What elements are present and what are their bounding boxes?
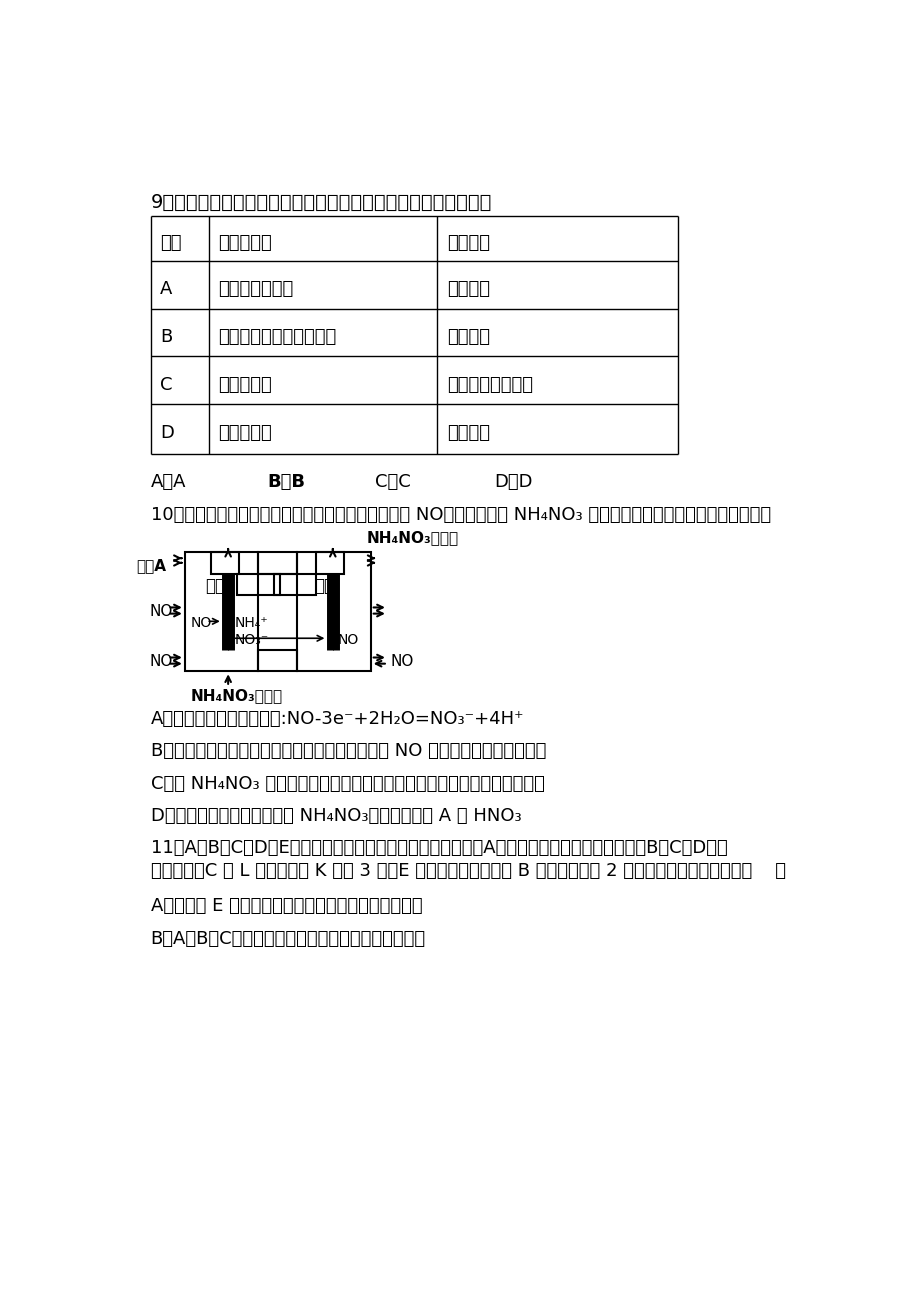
Text: NO: NO <box>191 616 212 630</box>
Text: D: D <box>160 424 174 443</box>
Text: 阴极: 阴极 <box>205 577 224 595</box>
Text: B: B <box>160 328 172 346</box>
Text: 日照香炉生紫烟: 日照香炉生紫烟 <box>218 280 293 298</box>
Bar <box>237 574 279 595</box>
Text: 10．化学可以变废为室，利用电解法处理烟道气中的 NO，将其转化为 NH₄NO₃ 的原理如下图所示，下列说法错误的是: 10．化学可以变废为室，利用电解法处理烟道气中的 NO，将其转化为 NH₄NO₃… <box>151 505 770 523</box>
Text: A: A <box>160 280 172 298</box>
Text: 选项: 选项 <box>160 234 181 253</box>
Text: NO₃⁻: NO₃⁻ <box>234 633 268 647</box>
Bar <box>297 552 370 672</box>
Text: C: C <box>160 376 172 393</box>
Bar <box>185 552 258 672</box>
Bar <box>258 650 297 672</box>
Text: A．A: A．A <box>151 474 186 491</box>
Text: 置换反应: 置换反应 <box>447 328 489 346</box>
Text: NO: NO <box>149 654 172 669</box>
Text: 以曾青涂铁，铁赤色如铜: 以曾青涂铁，铁赤色如铜 <box>218 328 336 346</box>
Text: NO: NO <box>149 604 172 618</box>
Text: NO: NO <box>390 654 413 669</box>
Text: 煮豆燃豆萁: 煮豆燃豆萁 <box>218 376 271 393</box>
Bar <box>258 552 297 574</box>
Text: D．D: D．D <box>494 474 533 491</box>
Text: NO: NO <box>337 633 358 647</box>
Text: NH₄NO₃浓溶液: NH₄NO₃浓溶液 <box>367 530 459 546</box>
Text: A．纯净的 E 元素的最高价氧化物可用于制造光导纤维: A．纯净的 E 元素的最高价氧化物可用于制造光导纤维 <box>151 897 422 915</box>
Text: 9．有些古文或谚语包含了丰富的化学知识，下列解释不正确的是: 9．有些古文或谚语包含了丰富的化学知识，下列解释不正确的是 <box>151 193 492 212</box>
Text: D．为使电解产物全部转化为 NH₄NO₃，需补充物质 A 为 HNO₃: D．为使电解产物全部转化为 NH₄NO₃，需补充物质 A 为 HNO₃ <box>151 807 521 825</box>
Bar <box>274 574 316 595</box>
Text: B．该电解池的电极材料为多孔石墨，目的是提高 NO 的利用率和加快反应速率: B．该电解池的电极材料为多孔石墨，目的是提高 NO 的利用率和加快反应速率 <box>151 742 546 760</box>
Text: 物质A: 物质A <box>137 559 166 573</box>
Text: 11．A、B、C、D、E为原子序数依次增大的五种短周期元素，A是周期表原子半径最小的元素，B、C、D同周: 11．A、B、C、D、E为原子序数依次增大的五种短周期元素，A是周期表原子半径最… <box>151 840 727 857</box>
Text: A．该电解池的阳极反反为:NO-3e⁻+2H₂O=NO₃⁻+4H⁺: A．该电解池的阳极反反为:NO-3e⁻+2H₂O=NO₃⁻+4H⁺ <box>151 710 524 728</box>
Text: C．用 NH₄NO₃ 的稀溶液代替水可以增强导电能力，有利于电解的顺利进行: C．用 NH₄NO₃ 的稀溶液代替水可以增强导电能力，有利于电解的顺利进行 <box>151 775 544 793</box>
Text: 雷雨肥庄稼: 雷雨肥庄稼 <box>218 424 271 443</box>
Text: B．B: B．B <box>267 474 304 491</box>
Text: C．C: C．C <box>375 474 411 491</box>
Text: 化学解释: 化学解释 <box>447 234 489 253</box>
Text: B．A、B、C三种元素形成的化合物中一定只含共价键: B．A、B、C三种元素形成的化合物中一定只含共价键 <box>151 930 425 948</box>
Text: 自然固氮: 自然固氮 <box>447 424 489 443</box>
Text: NH₄NO₃稀溶液: NH₄NO₃稀溶液 <box>191 689 283 703</box>
Text: 古文或谚语: 古文或谚语 <box>218 234 271 253</box>
Text: 碘的升华: 碘的升华 <box>447 280 489 298</box>
Text: 期且相邻，C 的 L 层电子数是 K 层的 3 倍，E 原子的核外电子数是 B 原子质子数的 2 倍。下列说法不正确的是（    ）: 期且相邻，C 的 L 层电子数是 K 层的 3 倍，E 原子的核外电子数是 B … <box>151 862 785 880</box>
Text: NH₄⁺: NH₄⁺ <box>234 616 267 630</box>
Bar <box>315 552 344 574</box>
Bar <box>210 552 239 574</box>
Text: 阳极: 阳极 <box>313 577 334 595</box>
Text: 化学能转化为热能: 化学能转化为热能 <box>447 376 532 393</box>
